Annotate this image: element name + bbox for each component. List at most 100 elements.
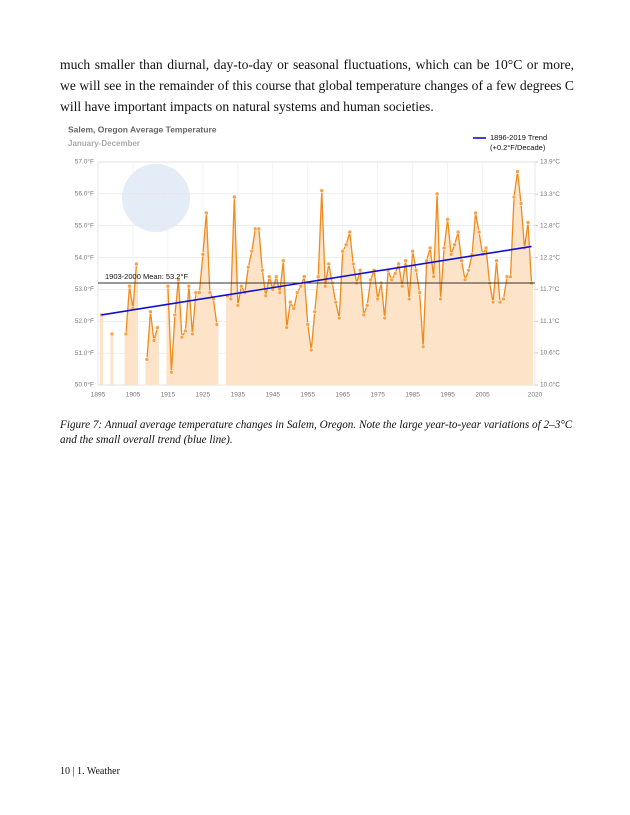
x-tick-label: 2005 (475, 392, 490, 399)
point (343, 242, 349, 248)
point (123, 331, 129, 337)
point (417, 290, 422, 295)
point (263, 293, 269, 299)
point (277, 290, 283, 295)
x-tick-label: 1945 (266, 392, 281, 399)
point (127, 283, 132, 289)
point (497, 299, 503, 305)
point (361, 312, 366, 318)
point (396, 261, 401, 267)
y-tick-label: 51.0°F (75, 349, 94, 357)
point (403, 258, 408, 264)
point (172, 312, 178, 318)
point (501, 296, 506, 302)
point (518, 201, 524, 206)
point (455, 229, 461, 235)
point (431, 274, 436, 279)
section: 1. Weather (77, 766, 120, 777)
point (246, 264, 251, 270)
point (151, 338, 157, 343)
point (144, 357, 150, 362)
point (434, 191, 440, 197)
point (190, 331, 195, 337)
y2-tick-label: 13.9°C (540, 158, 560, 166)
y-tick-label: 55.0°F (75, 221, 94, 229)
point (274, 274, 279, 279)
point (459, 258, 464, 264)
point (239, 283, 244, 289)
point (441, 245, 447, 251)
point (399, 283, 405, 289)
point (420, 344, 426, 350)
point (333, 299, 338, 305)
point (392, 271, 398, 276)
point (494, 258, 499, 264)
point (260, 268, 265, 273)
line (125, 171, 533, 373)
y2-tick-label: 13.3°C (540, 190, 560, 198)
chart-title: Salem, Oregon Average Temperature (68, 124, 217, 134)
point (232, 194, 237, 200)
point (315, 274, 321, 279)
point (406, 296, 412, 302)
y-tick-label: 52.0°F (75, 317, 94, 325)
point (508, 274, 513, 279)
x-tick-label: 1895 (91, 392, 106, 399)
point (134, 261, 139, 267)
point (148, 309, 153, 314)
legend-note: (+0.2°F/Decade) (490, 143, 546, 152)
point (235, 303, 241, 308)
paragraph: much smaller than diurnal, day-to-day or… (60, 57, 574, 114)
x-tick-label: 2020 (528, 392, 543, 399)
point (452, 242, 457, 248)
point (445, 217, 450, 222)
point (462, 277, 468, 283)
x-tick-label: 1905 (126, 392, 141, 399)
point (298, 283, 304, 289)
point (165, 283, 171, 289)
point (228, 296, 234, 302)
y-tick-label: 54.0°F (75, 253, 94, 261)
x-tick-label: 1955 (301, 392, 316, 399)
point (473, 210, 478, 216)
point (448, 252, 454, 257)
point (319, 188, 324, 193)
point (179, 334, 185, 340)
x-tick-label: 1935 (231, 392, 246, 399)
y-tick-label: 50.0°F (75, 381, 94, 389)
point (256, 226, 262, 232)
point (515, 169, 520, 174)
legend-label: 1896-2019 Trend (490, 133, 547, 142)
mean-label: 1903-2000 Mean: 53.2°F (105, 272, 188, 281)
point (413, 268, 419, 273)
point (155, 325, 160, 330)
x-tick-label: 1985 (405, 392, 420, 399)
point (284, 325, 290, 330)
y2-tick-label: 12.2°C (540, 253, 560, 261)
point (204, 210, 209, 216)
point (288, 299, 293, 305)
y2-tick-label: 11.7°C (540, 285, 560, 293)
point (483, 245, 489, 251)
point (364, 303, 370, 308)
chart-subtitle: January-December (68, 139, 140, 148)
point (336, 315, 342, 321)
point (382, 315, 387, 321)
x-tick-label: 1925 (196, 392, 211, 399)
point (312, 309, 318, 314)
y-tick-label: 53.0°F (75, 285, 94, 293)
point (511, 194, 517, 200)
point (197, 290, 202, 295)
point (295, 290, 300, 295)
point (200, 252, 206, 257)
point (207, 290, 213, 295)
point (347, 229, 352, 235)
point (305, 322, 311, 327)
point (176, 277, 181, 283)
point (438, 296, 443, 302)
point (326, 261, 331, 267)
point (281, 258, 286, 264)
point (350, 261, 356, 267)
point (490, 299, 496, 305)
point (169, 370, 174, 375)
